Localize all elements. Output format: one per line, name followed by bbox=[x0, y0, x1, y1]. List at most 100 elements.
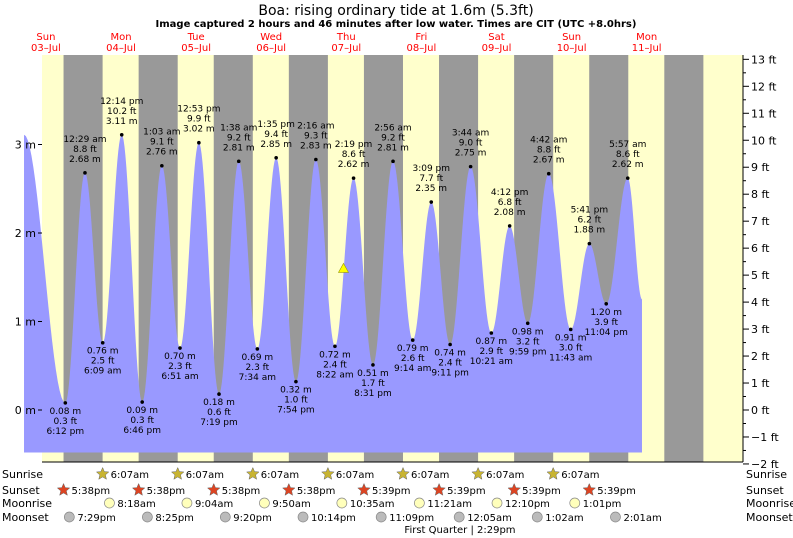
low-tide-label: 0.18 m0.6 ft7:19 pm bbox=[200, 392, 238, 428]
right-tick-label: 2 ft bbox=[751, 350, 770, 363]
day-of-week: Mon bbox=[636, 32, 657, 43]
moonset-time: 9:20pm bbox=[233, 513, 272, 524]
tide-point bbox=[178, 346, 182, 350]
sunset-event: 5:38pm bbox=[206, 482, 260, 497]
sunset-icon bbox=[282, 482, 296, 496]
day-of-week: Sat bbox=[488, 32, 504, 43]
right-tick-label: 7 ft bbox=[751, 215, 770, 228]
day-of-week: Tue bbox=[187, 32, 205, 43]
sunset-row-label-right: Sunset bbox=[746, 484, 784, 497]
right-tick-label: 4 ft bbox=[751, 296, 770, 309]
sunrise-row-label-right: Sunrise bbox=[746, 468, 787, 481]
sunrise-event: 6:07am bbox=[95, 466, 149, 481]
right-tick-label: 11 ft bbox=[751, 107, 777, 120]
sunrise-event: 6:07am bbox=[396, 466, 449, 481]
tide-time: 1:38 am bbox=[220, 123, 257, 133]
sunrise-event: 6:07am bbox=[546, 466, 600, 481]
tide-height-ft: 9.1 ft bbox=[150, 138, 174, 148]
left-tick-label: 3 m bbox=[15, 139, 36, 152]
high-tide-label: 5:41 pm6.2 ft1.88 m bbox=[571, 206, 608, 246]
moonrise-time: 11:21am bbox=[427, 499, 472, 510]
tide-height-ft: 9.4 ft bbox=[264, 130, 288, 140]
moonset-icon bbox=[219, 511, 231, 523]
sunrise-icon bbox=[546, 466, 560, 480]
high-tide-label: 2:16 am9.3 ft2.83 m bbox=[297, 122, 335, 162]
tide-height-ft: 8.8 ft bbox=[73, 145, 97, 155]
sunrise-icon bbox=[95, 466, 110, 480]
tide-height-ft: 3.9 ft bbox=[594, 318, 618, 328]
right-tick-label: 13 ft bbox=[751, 53, 777, 66]
moonset-event: 8:25pm bbox=[142, 511, 194, 524]
tide-point bbox=[255, 347, 260, 351]
moonset-icon bbox=[297, 511, 309, 523]
moonset-row-label-right: Moonset bbox=[746, 511, 793, 524]
tide-time: 6:09 am bbox=[84, 367, 121, 377]
sunset-icon bbox=[56, 482, 71, 496]
sunrise-time: 6:07am bbox=[486, 470, 524, 481]
tide-time: 6:12 pm bbox=[47, 427, 85, 437]
night-band bbox=[664, 55, 704, 462]
low-tide-label: 0.98 m3.2 ft9:59 pm bbox=[509, 321, 547, 357]
right-tick-label: 1 ft bbox=[751, 377, 770, 390]
right-tick-label: −1 ft bbox=[751, 431, 779, 444]
tide-height-m: 0.70 m bbox=[164, 352, 196, 362]
tide-height-m: 2.85 m bbox=[260, 140, 292, 150]
tide-point bbox=[507, 224, 512, 228]
tide-point bbox=[217, 392, 221, 396]
sunrise-time: 6:07am bbox=[261, 470, 299, 481]
tide-height-m: 3.02 m bbox=[183, 125, 215, 135]
tide-time: 9:11 pm bbox=[431, 369, 469, 379]
sunrise-event: 6:07am bbox=[246, 466, 299, 481]
moonset-icon bbox=[610, 511, 621, 523]
tide-height-m: 0.72 m bbox=[319, 350, 351, 360]
sunset-event: 5:39pm bbox=[357, 482, 411, 497]
tide-height-m: 0.91 m bbox=[555, 333, 587, 343]
tide-height-ft: 6.8 ft bbox=[498, 198, 522, 208]
tide-point bbox=[314, 157, 318, 162]
moonrise-time: 10:35am bbox=[350, 499, 395, 510]
tide-point bbox=[448, 342, 452, 347]
day-of-week: Fri bbox=[415, 32, 427, 43]
tide-point bbox=[63, 401, 68, 405]
tide-time: 4:42 am bbox=[530, 136, 567, 146]
moonrise-event: 11:21am bbox=[414, 497, 472, 510]
chart-subtitle: Image captured 2 hours and 46 minutes af… bbox=[156, 19, 637, 30]
sunset-time: 5:38pm bbox=[72, 486, 111, 497]
day-date: 07–Jul bbox=[331, 43, 361, 54]
moonset-row-label-left: Moonset bbox=[2, 511, 49, 524]
moonrise-icon bbox=[569, 497, 581, 509]
high-tide-label: 5:57 am8.6 ft2.62 m bbox=[609, 140, 646, 180]
moonrise-row-label-left: Moonrise bbox=[2, 497, 52, 510]
tide-height-ft: 9.3 ft bbox=[304, 132, 328, 142]
tide-time: 7:34 am bbox=[239, 373, 276, 383]
left-tick-label: 2 m bbox=[15, 227, 36, 240]
sunrise-icon bbox=[396, 466, 410, 480]
tide-height-m: 2.08 m bbox=[494, 208, 526, 218]
tide-height-ft: 9.0 ft bbox=[459, 139, 483, 149]
tide-point bbox=[274, 155, 278, 160]
tide-height-m: 2.81 m bbox=[377, 143, 409, 153]
current-level-marker bbox=[337, 262, 349, 273]
high-tide-label: 4:12 pm6.8 ft2.08 m bbox=[491, 188, 528, 228]
tide-time: 3:44 am bbox=[452, 129, 489, 139]
tide-height-ft: 9.9 ft bbox=[187, 115, 211, 125]
low-tide-label: 0.69 m2.3 ft7:34 am bbox=[239, 347, 276, 383]
sunrise-row-label-left: Sunrise bbox=[2, 468, 43, 481]
tide-point bbox=[333, 344, 337, 349]
day-date: 09–Jul bbox=[482, 43, 512, 54]
day-date: 06–Jul bbox=[256, 43, 286, 54]
moonrise-event: 8:18am bbox=[104, 497, 156, 510]
tide-time: 9:59 pm bbox=[509, 347, 547, 357]
tide-time: 7:54 pm bbox=[277, 406, 315, 416]
sunset-icon bbox=[432, 482, 446, 496]
moonset-time: 11:09pm bbox=[389, 513, 434, 524]
tide-time: 12:14 pm bbox=[100, 97, 143, 107]
tide-height-m: 2.35 m bbox=[415, 184, 447, 194]
tide-time: 6:46 pm bbox=[123, 426, 161, 436]
tide-height-m: 0.18 m bbox=[203, 398, 235, 408]
tide-height-ft: 2.4 ft bbox=[323, 360, 347, 370]
chart-title: Boa: rising ordinary tide at 1.6m (5.3ft… bbox=[258, 3, 533, 19]
tide-height-ft: 8.6 ft bbox=[342, 150, 366, 160]
sunset-row-label-left: Sunset bbox=[2, 484, 40, 497]
